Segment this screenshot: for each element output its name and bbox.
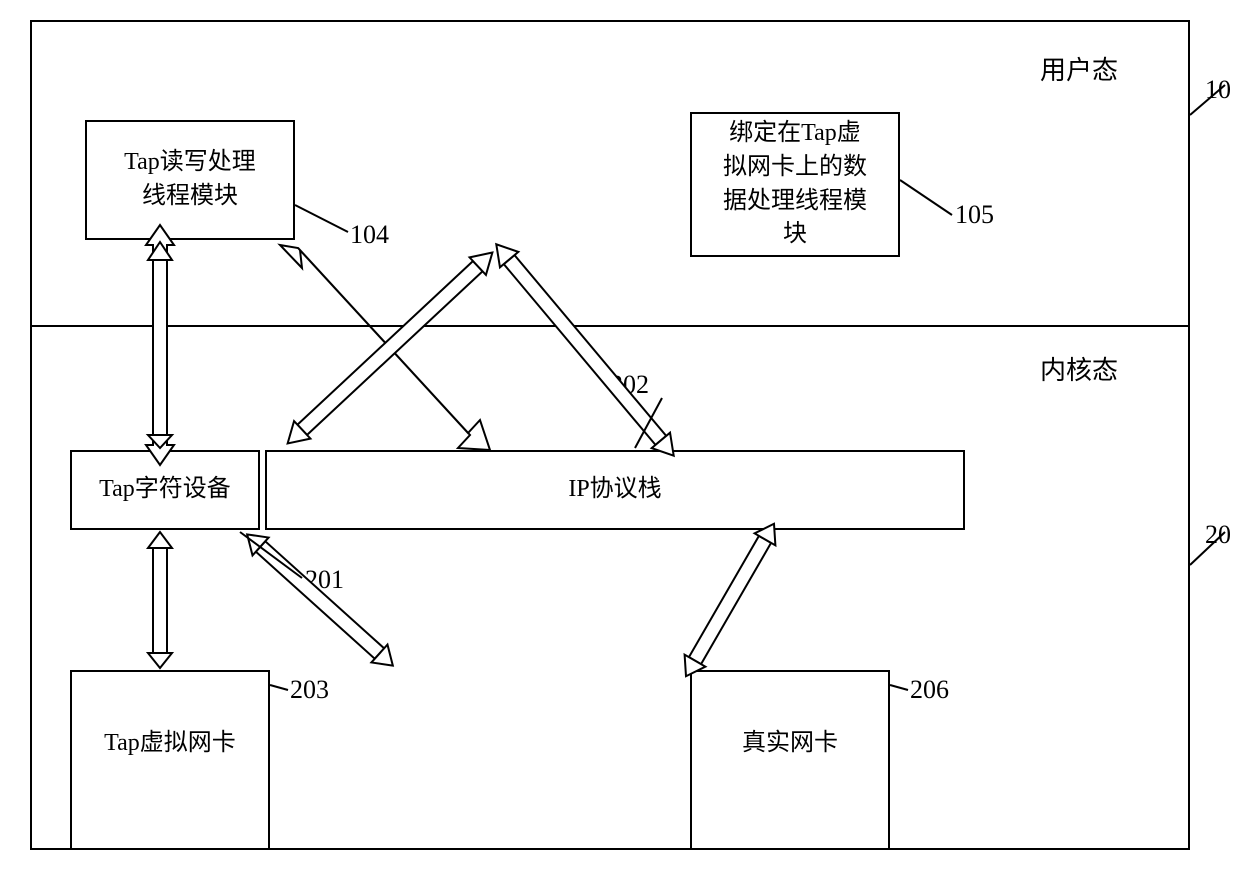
ref-20: 20 [1205,520,1231,550]
tap-vnic-node: Tap虚拟网卡 [70,670,270,848]
ref-10: 10 [1205,75,1231,105]
ref-206: 206 [910,675,949,705]
ref-201: 201 [305,565,344,595]
region-divider [30,325,1190,327]
tap-vnic-label: Tap虚拟网卡 [104,730,236,756]
ref-105: 105 [955,200,994,230]
real-nic-label: 真实网卡 [742,730,838,756]
tap-char-dev-label: Tap字符设备 [99,473,231,507]
ref-202: 202 [610,370,649,400]
ip-stack-label: IP协议栈 [568,473,661,507]
tap-rw-thread-node: Tap读写处理线程模块 [85,120,295,240]
user-space-label: 用户态 [1040,50,1118,87]
real-nic-node: 真实网卡 [690,670,890,848]
kernel-space-label: 内核态 [1040,350,1118,387]
bound-thread-label: 绑定在Tap虚拟网卡上的数据处理线程模块 [723,117,867,251]
tap-rw-thread-label: Tap读写处理线程模块 [124,146,256,213]
diagram-canvas: 用户态 内核态 10 20 Tap读写处理线程模块 104 绑定在Tap虚拟网卡… [30,20,1190,850]
ref-203: 203 [290,675,329,705]
bound-thread-node: 绑定在Tap虚拟网卡上的数据处理线程模块 [690,112,900,257]
tap-char-dev-node: Tap字符设备 [70,450,260,530]
ref-104: 104 [350,220,389,250]
ip-stack-node: IP协议栈 [265,450,965,530]
